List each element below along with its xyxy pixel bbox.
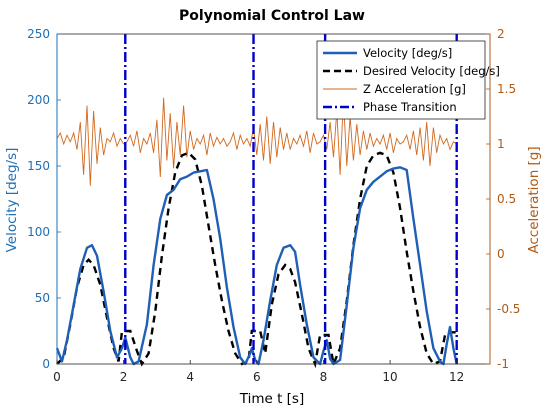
y-right-tick-label: 2	[497, 27, 505, 41]
y-left-tick-label: 200	[27, 93, 50, 107]
y-right-tick-label: 0	[497, 247, 505, 261]
y-right-tick-label: 0.5	[497, 192, 516, 206]
series-desired-velocity-line	[56, 151, 457, 369]
legend: Velocity [deg/s] Desired Velocity [deg/s]…	[316, 40, 500, 120]
legend-z-acceleration-label: Z Acceleration [g]	[363, 82, 466, 96]
y-right-tick-label: -1	[497, 357, 509, 371]
y-axis-left-title: Velocity [deg/s]	[4, 148, 20, 253]
y-axis-right-title: Acceleration [g]	[526, 146, 542, 253]
axes: 0 2 4 6 8 10 12 0 50 100 150 200 250 -1 -0.5 0 0.5 1 1.5 2	[27, 27, 520, 384]
y-left-tick-label: 250	[27, 27, 50, 41]
y-left-tick-label: 50	[35, 291, 50, 305]
y-right-tick-label: 1.5	[497, 82, 516, 96]
x-tick-label: 10	[382, 370, 397, 384]
series-z-acceleration-line	[56, 97, 457, 186]
x-tick-label: 12	[449, 370, 464, 384]
x-tick-label: 0	[53, 370, 61, 384]
x-tick-label: 6	[253, 370, 261, 384]
y-left-tick-label: 100	[27, 225, 50, 239]
legend-phase-transition-label: Phase Transition	[363, 100, 457, 114]
x-axis-title: Time t [s]	[239, 391, 304, 407]
y-left-tick-label: 150	[27, 159, 50, 173]
x-tick-label: 2	[120, 370, 128, 384]
y-right-tick-label: -0.5	[497, 302, 520, 316]
legend-desired-velocity-label: Desired Velocity [deg/s]	[363, 64, 500, 78]
x-tick-label: 8	[320, 370, 328, 384]
y-left-tick-label: 0	[42, 357, 50, 371]
y-right-tick-label: 1	[497, 137, 505, 151]
legend-velocity-label: Velocity [deg/s]	[363, 46, 452, 60]
x-tick-label: 4	[186, 370, 194, 384]
chart-title: Polynomial Control Law	[179, 8, 365, 24]
